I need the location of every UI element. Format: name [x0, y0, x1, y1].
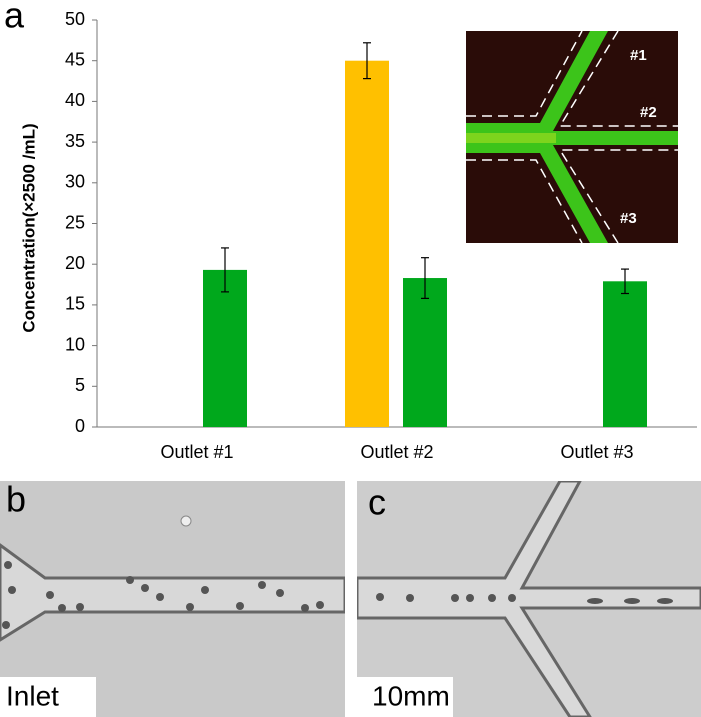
image-caption: 10mm — [372, 680, 450, 711]
x-tick-label: Outlet #2 — [360, 442, 433, 462]
inset-label: #3 — [620, 210, 637, 227]
inset-image — [466, 30, 678, 244]
image-caption: Inlet — [6, 680, 59, 711]
micrograph-inlet — [0, 481, 345, 717]
caption-box — [357, 677, 453, 717]
inset-label: #2 — [640, 104, 657, 121]
panel-label: a — [4, 0, 25, 36]
y-tick-label: 40 — [65, 90, 85, 110]
bar — [203, 269, 247, 427]
y-tick-label: 50 — [65, 9, 85, 29]
y-tick-label: 10 — [65, 334, 85, 354]
panel-label: c — [368, 482, 386, 523]
inset-label: #1 — [630, 47, 647, 64]
bar — [603, 281, 647, 427]
y-axis-label: Concentration(×2500 /mL) — [19, 123, 38, 332]
y-tick-label: 25 — [65, 212, 85, 232]
y-tick-label: 15 — [65, 294, 85, 314]
x-tick-label: Outlet #3 — [560, 442, 633, 462]
caption-box — [0, 677, 96, 717]
panel-label: b — [6, 479, 26, 520]
y-tick-label: 20 — [65, 253, 85, 273]
x-tick-label: Outlet #1 — [160, 442, 233, 462]
y-tick-label: 5 — [75, 375, 85, 395]
y-tick-label: 35 — [65, 131, 85, 151]
bar — [403, 278, 447, 427]
y-tick-label: 45 — [65, 49, 85, 69]
y-tick-label: 0 — [75, 416, 85, 436]
y-tick-label: 30 — [65, 172, 85, 192]
bar — [345, 60, 389, 427]
